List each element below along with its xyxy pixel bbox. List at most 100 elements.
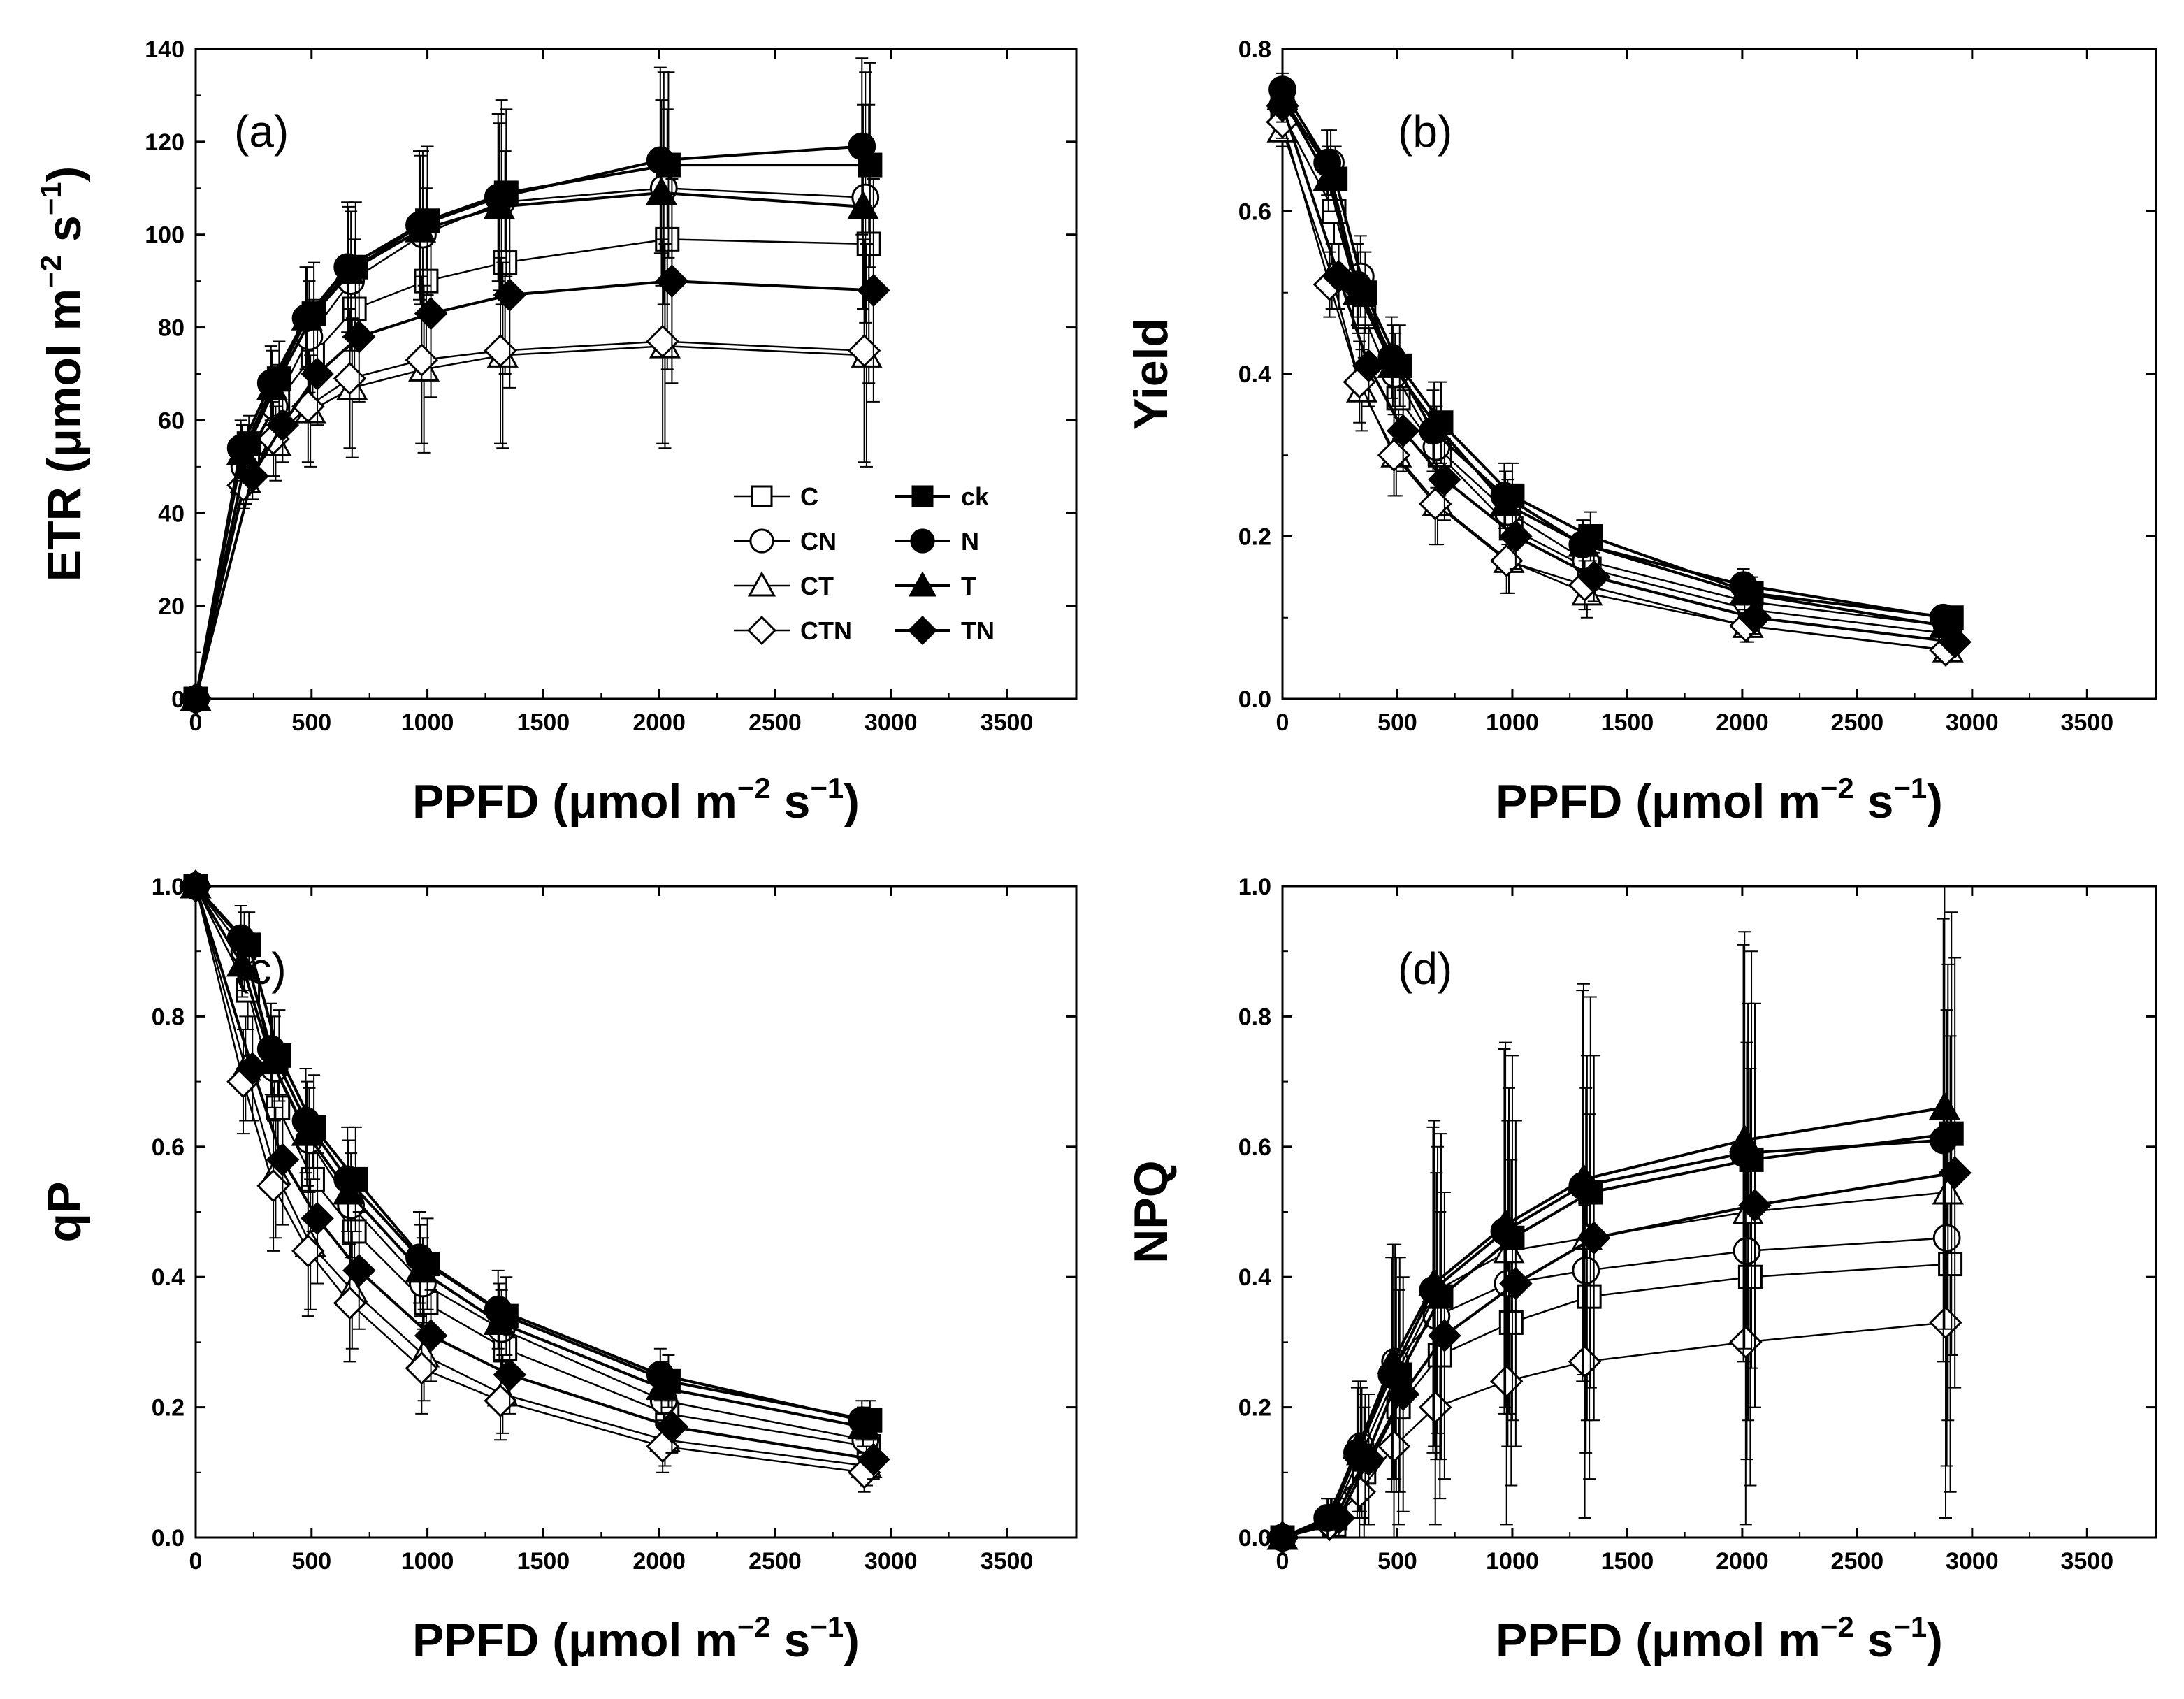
data-point — [1577, 1284, 1602, 1309]
legend-entry: C — [734, 482, 818, 511]
data-point — [1428, 1319, 1461, 1352]
data-point — [1266, 89, 1299, 123]
x-tick-label: 0 — [189, 1548, 203, 1575]
x-axis-label-part: −1 — [810, 1610, 844, 1643]
y-tick-label: 1.0 — [1238, 874, 1271, 900]
legend-entry: TN — [895, 615, 995, 646]
y-tick-label: 0.2 — [152, 1395, 185, 1422]
y-tick-label: 100 — [145, 222, 185, 249]
legend-label: CT — [800, 572, 834, 600]
data-point — [405, 213, 437, 243]
y-tick-label: 120 — [145, 129, 185, 156]
x-tick-label: 3000 — [1946, 1548, 1999, 1575]
x-tick-label: 0 — [1276, 709, 1289, 736]
y-axis-label-part: s — [38, 215, 91, 255]
data-point — [1568, 1345, 1602, 1379]
panel-3: 0 500 1000 1500 2000 2500 3000 3500 0.0 0.2 0.4 0.6… — [1124, 874, 2157, 1667]
data-point — [1386, 1378, 1420, 1411]
data-point — [256, 371, 288, 400]
x-axis-label-part: s — [1854, 1614, 1894, 1667]
legend-entry: ck — [895, 482, 990, 511]
x-tick-label: 500 — [1377, 709, 1417, 736]
y-tick-label: 0 — [171, 686, 185, 713]
data-point — [1377, 1345, 1409, 1374]
data-point — [645, 1371, 678, 1401]
data-point — [1577, 1221, 1611, 1255]
x-axis-label: PPFD (μmol m−2 s−1) — [412, 772, 860, 828]
x-axis-label-part: s — [771, 775, 811, 828]
y-tick-label: 0.8 — [1238, 1004, 1271, 1030]
y-tick-label: 0.0 — [1238, 1525, 1271, 1552]
y-tick-label: 0.8 — [1238, 36, 1271, 63]
y-tick-label: 40 — [158, 500, 185, 527]
x-axis-label-part: −1 — [810, 772, 844, 804]
data-point — [645, 176, 678, 205]
x-tick-label: 2500 — [749, 1548, 802, 1575]
series-TN — [1266, 89, 1972, 659]
x-axis-label: PPFD (μmol m−2 s−1) — [1496, 772, 1943, 828]
legend-marker — [910, 528, 935, 554]
y-axis-label-part: ) — [38, 166, 91, 182]
legend-entry: CN — [734, 527, 837, 556]
data-point — [1499, 1266, 1533, 1301]
y-axis-label-part: −2 — [34, 255, 67, 289]
data-point — [1577, 560, 1611, 594]
x-tick-label: 2000 — [1716, 709, 1769, 736]
data-point — [1418, 406, 1450, 435]
panel-0: 0 500 1000 1500 2000 2500 3000 3500 0 20 40 60 80 100… — [34, 36, 1078, 828]
data-point — [1938, 1156, 1972, 1190]
legend-entry: CT — [734, 571, 834, 600]
y-tick-label: 0.4 — [152, 1264, 185, 1291]
data-point — [1932, 1224, 1961, 1252]
x-tick-label: 3000 — [865, 1548, 918, 1575]
legend-marker — [751, 485, 773, 507]
data-point — [1738, 1188, 1772, 1222]
x-tick-label: 0 — [189, 709, 203, 736]
y-axis-label: Yield — [1124, 318, 1178, 430]
series-TN — [179, 178, 890, 716]
x-axis-label-part: PPFD (μmol m — [1496, 1614, 1821, 1667]
x-tick-label: 3000 — [1946, 709, 1999, 736]
x-tick-label: 1500 — [1601, 709, 1654, 736]
x-axis-label-part: −2 — [737, 772, 771, 804]
x-axis-label-part: −1 — [1893, 772, 1927, 804]
data-point — [301, 357, 334, 391]
y-tick-label: 0.4 — [1238, 1264, 1271, 1291]
y-axis-label: ETR (μmol m−2 s−1) — [34, 166, 91, 582]
data-point — [1419, 487, 1452, 521]
data-point — [1377, 438, 1411, 472]
x-axis-label-part: −2 — [1821, 772, 1854, 804]
x-axis-label-part: −2 — [1821, 1610, 1854, 1643]
data-point — [1489, 1208, 1521, 1238]
data-point — [236, 1052, 269, 1085]
data-point — [655, 264, 689, 298]
data-point — [405, 1254, 437, 1283]
legend-entry: CTN — [734, 615, 852, 646]
series-TN — [179, 869, 890, 1480]
data-point — [1490, 1364, 1524, 1398]
data-point — [1733, 1237, 1761, 1265]
panel-2: 0 500 1000 1500 2000 2500 3000 3500 0.0 0.2 0.4 0.6… — [38, 869, 1078, 1667]
y-tick-label: 0.6 — [152, 1134, 185, 1161]
x-tick-label: 1000 — [401, 709, 454, 736]
y-tick-label: 0.4 — [1238, 361, 1271, 388]
data-point — [1572, 1256, 1600, 1285]
x-tick-label: 1500 — [1601, 1548, 1654, 1575]
y-tick-label: 0.0 — [152, 1525, 185, 1552]
data-point — [333, 1176, 365, 1205]
data-point — [256, 1169, 290, 1203]
x-tick-label: 1000 — [1486, 1548, 1539, 1575]
data-point — [483, 1306, 515, 1335]
x-axis-label: PPFD (μmol m−2 s−1) — [1496, 1610, 1943, 1667]
data-point — [847, 334, 881, 368]
y-axis-label: NPQ — [1124, 1160, 1178, 1263]
panel-label: (a) — [234, 106, 289, 157]
data-point — [1352, 1443, 1386, 1476]
data-point — [1568, 528, 1600, 557]
data-point — [1728, 577, 1760, 606]
x-tick-label: 1500 — [517, 709, 570, 736]
data-point — [1929, 1126, 1958, 1155]
data-point — [1418, 1267, 1450, 1296]
data-point — [1352, 349, 1386, 383]
